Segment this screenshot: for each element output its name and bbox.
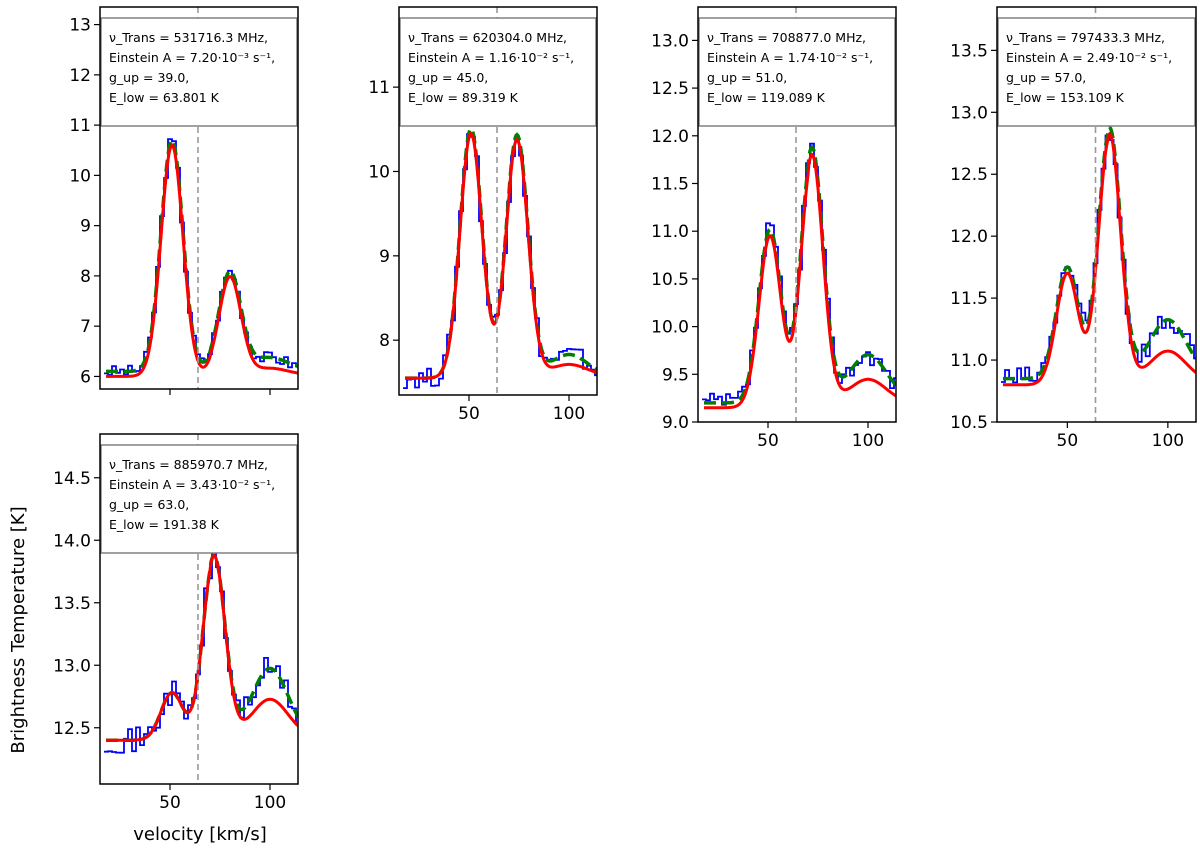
y-tick-label: 8 [379, 331, 390, 351]
y-tick-label: 12 [69, 66, 91, 86]
model-curve [106, 137, 298, 374]
info-line: Einstein A = 2.49·10⁻² s⁻¹, [1006, 50, 1172, 65]
y-tick-label: 9.0 [662, 413, 689, 433]
x-tick-label: 100 [1152, 431, 1184, 451]
info-line: E_low = 119.089 K [707, 90, 826, 105]
panel-5: ν_Trans = 885970.7 MHz, Einstein A = 3.43… [53, 433, 299, 813]
info-box [399, 17, 597, 127]
y-axis-title: Brightness Temperature [K] [8, 506, 29, 753]
model-curve [405, 126, 597, 380]
info-line: g_up = 57.0, [1006, 70, 1086, 85]
y-tick-label: 11.5 [651, 174, 689, 194]
y-tick-label: 11.0 [651, 222, 689, 242]
axes-frame [697, 6, 897, 423]
info-line: E_low = 153.109 K [1006, 90, 1125, 105]
x-tick-label: 50 [1057, 431, 1079, 451]
y-tick-label: 13.5 [950, 41, 988, 61]
plot-area [104, 434, 298, 784]
info-line: g_up = 45.0, [408, 70, 488, 85]
plot-area [1001, 7, 1196, 422]
y-tick-label: 14.5 [53, 469, 91, 489]
x-tick-label: 100 [852, 431, 884, 451]
info-box [100, 444, 298, 554]
info-line: Einstein A = 3.43·10⁻² s⁻¹, [109, 477, 275, 492]
x-tick-label: 50 [159, 793, 181, 813]
y-tick-label: 12.5 [950, 165, 988, 185]
y-tick-label: 12.0 [651, 127, 689, 147]
info-line: ν_Trans = 620304.0 MHz, [408, 30, 567, 45]
y-tick-label: 11 [368, 78, 390, 98]
axes-frame [99, 433, 299, 785]
observed-spectrum [104, 138, 298, 376]
axes-frame [398, 6, 598, 396]
y-tick-label: 13.0 [651, 31, 689, 51]
y-tick-label: 13.5 [53, 594, 91, 614]
info-line: E_low = 191.38 K [109, 517, 220, 532]
model-curve [106, 553, 298, 742]
x-axis-title: velocity [km/s] [133, 824, 267, 845]
y-tick-label: 9.5 [662, 365, 689, 385]
y-tick-label: 14.0 [53, 531, 91, 551]
y-tick-label: 10.5 [950, 413, 988, 433]
panel-2: ν_Trans = 620304.0 MHz, Einstein A = 1.16… [368, 6, 598, 424]
fit-curve [106, 553, 298, 742]
info-line: Einstein A = 7.20·10⁻³ s⁻¹, [109, 50, 275, 65]
info-line: Einstein A = 1.16·10⁻² s⁻¹, [408, 50, 574, 65]
y-tick-label: 10.0 [651, 318, 689, 338]
model-curve [1003, 124, 1196, 381]
y-tick-label: 13 [69, 16, 91, 36]
info-line: ν_Trans = 708877.0 MHz, [707, 30, 866, 45]
info-line: E_low = 89.319 K [408, 90, 519, 105]
info-line: g_up = 51.0, [707, 70, 787, 85]
y-tick-label: 10 [368, 162, 390, 182]
y-tick-label: 8 [80, 267, 91, 287]
y-tick-label: 13.0 [53, 656, 91, 676]
info-line: g_up = 39.0, [109, 70, 189, 85]
x-tick-label: 100 [254, 793, 286, 813]
y-tick-label: 10 [69, 166, 91, 186]
plot-area [702, 7, 896, 422]
y-tick-label: 12.5 [53, 719, 91, 739]
axes-frame [99, 6, 299, 390]
info-line: ν_Trans = 531716.3 MHz, [109, 30, 268, 45]
info-line: Einstein A = 1.74·10⁻² s⁻¹, [707, 50, 873, 65]
y-tick-label: 11.0 [950, 351, 988, 371]
y-tick-label: 7 [80, 317, 91, 337]
x-tick-label: 50 [757, 431, 779, 451]
fit-curve [106, 143, 298, 378]
info-box [698, 17, 896, 127]
observed-spectrum [1001, 134, 1196, 384]
y-tick-label: 9 [379, 247, 390, 267]
panel-4: ν_Trans = 797433.3 MHz, Einstein A = 2.49… [950, 6, 1197, 451]
y-tick-label: 6 [80, 367, 91, 387]
info-line: ν_Trans = 885970.7 MHz, [109, 457, 268, 472]
info-line: ν_Trans = 797433.3 MHz, [1006, 30, 1165, 45]
panel-1: ν_Trans = 531716.3 MHz, Einstein A = 7.20… [69, 6, 299, 395]
y-tick-label: 10.5 [651, 270, 689, 290]
y-tick-label: 11.5 [950, 289, 988, 309]
observed-spectrum [403, 133, 597, 389]
y-tick-label: 12.0 [950, 227, 988, 247]
info-line: g_up = 63.0, [109, 497, 189, 512]
y-tick-label: 9 [80, 217, 91, 237]
fit-curve [405, 131, 597, 380]
y-tick-label: 12.5 [651, 79, 689, 99]
info-box [100, 17, 298, 127]
panel-3: ν_Trans = 708877.0 MHz, Einstein A = 1.74… [651, 6, 897, 451]
y-tick-label: 13.0 [950, 103, 988, 123]
fit-curve [1003, 131, 1196, 387]
plot-area [104, 7, 298, 389]
info-box [997, 17, 1196, 127]
x-tick-label: 50 [458, 404, 480, 424]
info-line: E_low = 63.801 K [109, 90, 220, 105]
fit-curve [704, 152, 896, 410]
y-tick-label: 11 [69, 116, 91, 136]
x-tick-label: 100 [553, 404, 585, 424]
axes-frame [996, 6, 1197, 423]
